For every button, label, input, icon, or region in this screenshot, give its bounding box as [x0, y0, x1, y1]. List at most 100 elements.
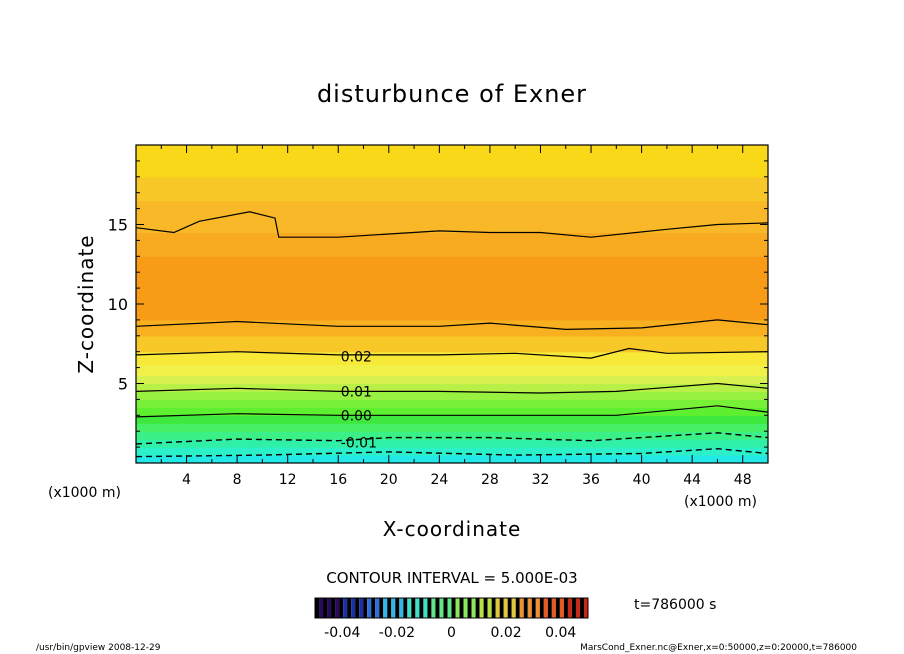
shade-band-7	[136, 399, 768, 408]
colorbar-stripe	[367, 598, 372, 618]
colorbar-stripe	[531, 598, 536, 618]
colorbar-stripe	[579, 598, 584, 618]
colorbar-stripe	[539, 598, 544, 618]
colorbar-stripe	[483, 598, 488, 618]
shade-band-16	[136, 232, 768, 257]
colorbar	[315, 598, 588, 618]
shade-band-3	[136, 431, 768, 440]
colorbar-stripe	[335, 598, 340, 618]
contour-line-0	[136, 447, 768, 458]
colorbar-stripe	[523, 598, 528, 618]
colorbar-stripe	[431, 598, 436, 618]
shade-band-19	[136, 145, 768, 178]
y-tick-label-2: 15	[108, 216, 128, 235]
contour-line-4	[136, 347, 768, 359]
contour-line-1	[136, 432, 768, 445]
colorbar-stripe	[327, 598, 332, 618]
shade-band-6	[136, 407, 768, 416]
x-tick-label-2: 12	[279, 472, 297, 488]
x-tick-label-0: 4	[182, 472, 191, 488]
colorbar-stripe	[443, 598, 448, 618]
colorbar-stripe	[343, 598, 348, 618]
contour-label-3: -0.01	[341, 435, 377, 451]
colorbar-stripe	[551, 598, 556, 618]
colorbar-stripe	[511, 598, 516, 618]
contour-line-2	[136, 405, 768, 418]
shade-band-18	[136, 176, 768, 202]
colorbar-stripe	[407, 598, 412, 618]
colorbar-stripe	[571, 598, 576, 618]
contour-labels: 0.02 0.01 0.00 -0.01	[341, 349, 377, 451]
contour-interval: CONTOUR INTERVAL = 5.000E-03	[326, 569, 577, 587]
colorbar-stripe	[331, 598, 336, 618]
colorbar-stripe	[503, 598, 508, 618]
x-axis-units: (x1000 m)	[684, 494, 757, 510]
colorbar-stripe	[435, 598, 440, 618]
colorbar-label-4: 0.04	[545, 625, 576, 641]
y-axis-label: Z-coordinate	[74, 234, 98, 373]
shade-band-10	[136, 375, 768, 385]
colorbar-stripe	[547, 598, 552, 618]
colorbar-stripe	[455, 598, 460, 618]
colorbar-stripe	[419, 598, 424, 618]
colorbar-stripe	[535, 598, 540, 618]
colorbar-stripe	[519, 598, 524, 618]
x-axis-ticks: 4 8 12 16 20 24 28 32 36 40 44 48	[160, 145, 752, 488]
colorbar-stripe	[575, 598, 580, 618]
colorbar-stripe	[499, 598, 504, 618]
colorbar-stripe	[467, 598, 472, 618]
contour-label-2: 0.00	[341, 408, 372, 424]
colorbar-stripe	[583, 598, 588, 618]
contour-label-1: 0.01	[341, 384, 372, 400]
shade-band-17	[136, 200, 768, 234]
colorbar-stripe	[491, 598, 496, 618]
shade-band-15	[136, 256, 768, 321]
contour-label-0: 0.02	[341, 349, 372, 365]
y-axis-units: (x1000 m)	[48, 485, 121, 501]
colorbar-stripe	[447, 598, 452, 618]
contour-lines	[136, 211, 768, 458]
colorbar-stripe	[459, 598, 464, 618]
colorbar-stripe	[487, 598, 492, 618]
colorbar-label-3: 0.02	[491, 625, 522, 641]
x-axis-label: X-coordinate	[383, 517, 522, 541]
colorbar-stripe	[323, 598, 328, 618]
colorbar-tick-labels: -0.04 -0.02 0 0.02 0.04	[324, 625, 576, 641]
colorbar-stripe	[371, 598, 376, 618]
x-tick-label-9: 40	[633, 472, 651, 488]
colorbar-stripe	[507, 598, 512, 618]
colorbar-stripe	[351, 598, 356, 618]
footer-right: MarsCond_Exner.nc@Exner,x=0:50000,z=0:20…	[580, 643, 857, 653]
contour-line-6	[136, 211, 768, 238]
colorbar-frame	[314, 597, 589, 619]
x-tick-label-4: 20	[380, 472, 398, 488]
colorbar-label-0: -0.04	[324, 625, 360, 641]
colorbar-stripe	[339, 598, 344, 618]
shade-band-1	[136, 447, 768, 456]
colorbar-stripe	[347, 598, 352, 618]
colorbar-stripe	[543, 598, 548, 618]
colorbar-stripe	[399, 598, 404, 618]
y-axis-ticks: 5 10 15	[108, 160, 768, 448]
shaded-field	[136, 145, 768, 463]
colorbar-stripe	[555, 598, 560, 618]
colorbar-label-1: -0.02	[379, 625, 415, 641]
colorbar-stripe	[479, 598, 484, 618]
colorbar-stripe	[559, 598, 564, 618]
colorbar-stripe	[379, 598, 384, 618]
colorbar-stripe	[427, 598, 432, 618]
colorbar-stripe	[395, 598, 400, 618]
y-tick-label-0: 5	[118, 375, 128, 394]
colorbar-stripe	[375, 598, 380, 618]
colorbar-stripe	[515, 598, 520, 618]
colorbar-stripe	[423, 598, 428, 618]
colorbar-stripe	[359, 598, 364, 618]
shade-band-0	[136, 455, 768, 463]
colorbar-stripe	[567, 598, 572, 618]
colorbar-stripe	[439, 598, 444, 618]
x-tick-label-10: 44	[683, 472, 701, 488]
shade-band-8	[136, 391, 768, 400]
shade-band-11	[136, 364, 768, 377]
colorbar-stripe	[463, 598, 468, 618]
